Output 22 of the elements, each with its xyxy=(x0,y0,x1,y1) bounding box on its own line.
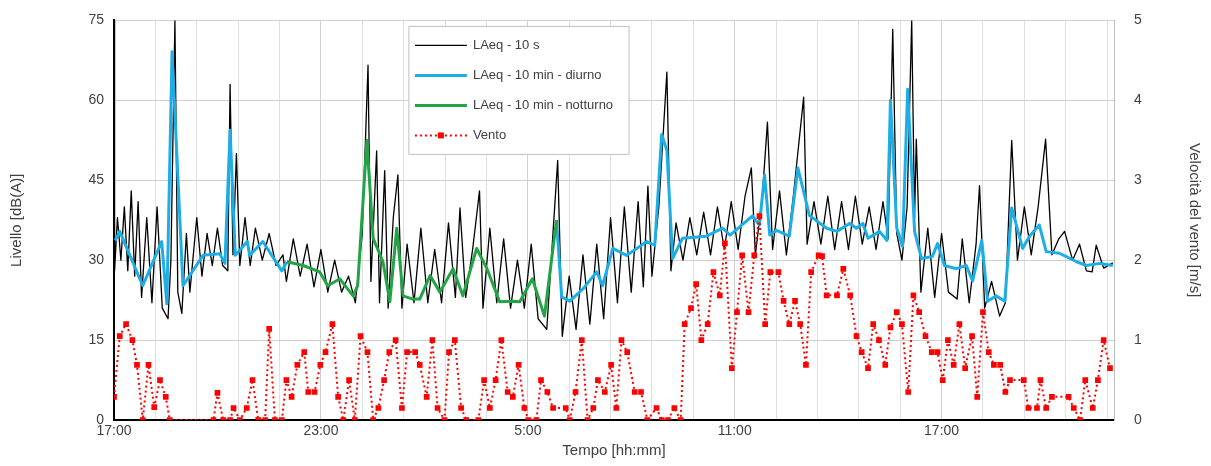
y2-tick-label: 5 xyxy=(1134,11,1142,28)
x-tick-label: 23:00 xyxy=(303,422,339,439)
y-tick-label: 75 xyxy=(88,11,105,28)
y2-tick-label: 4 xyxy=(1134,91,1142,108)
y2-tick-label: 2 xyxy=(1134,251,1142,268)
x-tick-label: 17:00 xyxy=(924,422,960,439)
y-tick-label: 30 xyxy=(88,251,105,268)
x-tick-label: 11:00 xyxy=(717,422,752,439)
x-axis-title: Tempo [hh:mm] xyxy=(562,441,666,459)
y-tick-label: 15 xyxy=(88,330,105,347)
x-tick-label: 5:00 xyxy=(514,422,542,439)
y2-tick-label: 3 xyxy=(1134,171,1142,188)
legend-label: LAeq - 10 s xyxy=(472,36,540,52)
y2-tick-label: 1 xyxy=(1134,330,1142,347)
y2-tick-label: 0 xyxy=(1134,410,1142,427)
y-axis-title: Livello [dB(A)] xyxy=(7,173,25,267)
legend-label: Vento xyxy=(472,126,507,142)
legend-label: LAeq - 10 min - notturno xyxy=(472,96,614,112)
legend-label: LAeq - 10 min - diurno xyxy=(472,66,602,82)
y-tick-label: 45 xyxy=(88,171,105,188)
y-tick-label: 60 xyxy=(88,91,105,108)
y2-axis-title: Velocità del vento [m/s] xyxy=(1186,143,1204,298)
